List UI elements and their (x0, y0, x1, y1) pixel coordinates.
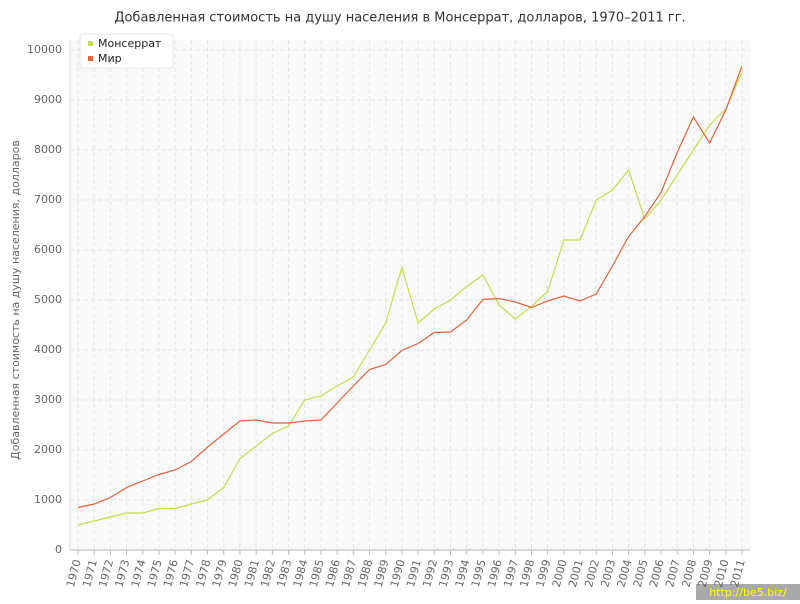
y-axis-label: Добавленная стоимость на душу населения,… (9, 140, 22, 460)
y-tick-label: 7000 (34, 193, 62, 206)
legend-box (79, 33, 174, 69)
y-tick-label: 5000 (34, 293, 62, 306)
y-tick-label: 9000 (34, 93, 62, 106)
data-line (77, 65, 743, 509)
y-tick-label: 4000 (34, 343, 62, 356)
y-tick-label: 0 (55, 543, 62, 556)
y-tick-label: 3000 (34, 393, 62, 406)
legend-swatch (88, 41, 93, 46)
watermark: http://be5.biz/ (709, 586, 787, 599)
legend-label: Монсеррат (98, 37, 162, 50)
y-tick-label: 10000 (27, 43, 62, 56)
y-tick-label: 8000 (34, 143, 62, 156)
legend-swatch (88, 56, 93, 61)
y-tick-label: 1000 (34, 493, 62, 506)
data-line (77, 72, 743, 526)
legend-label: Мир (98, 52, 122, 65)
watermark-bg (696, 584, 800, 600)
y-tick-label: 6000 (34, 243, 62, 256)
chart-title: Добавленная стоимость на душу населения … (114, 11, 685, 26)
y-tick-label: 2000 (34, 443, 62, 456)
